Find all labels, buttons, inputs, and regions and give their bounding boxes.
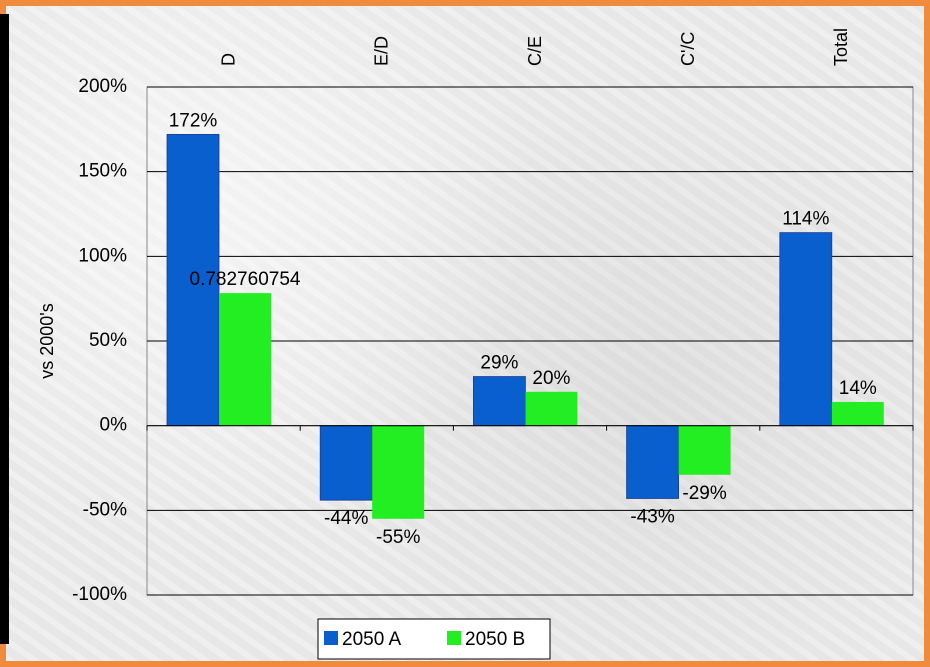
data-label: -43% xyxy=(630,506,674,527)
left-edge-bar xyxy=(0,14,9,644)
y-tick-label: -50% xyxy=(83,499,127,520)
data-label: -55% xyxy=(376,527,420,548)
bar xyxy=(626,425,679,499)
data-label: 172% xyxy=(169,110,218,131)
category-label: C'/C xyxy=(678,32,698,66)
category-label: D xyxy=(218,53,238,66)
y-tick-label: 0% xyxy=(100,415,128,436)
data-label: 20% xyxy=(532,368,570,389)
bar xyxy=(319,425,373,501)
bar xyxy=(525,391,578,426)
bar xyxy=(779,232,833,427)
legend-label-2050-b: 2050 B xyxy=(465,629,525,650)
y-tick-label: -100% xyxy=(72,584,127,605)
zero-axis xyxy=(146,425,914,431)
y-tick-label: 200% xyxy=(78,76,127,97)
bars xyxy=(166,134,884,519)
y-tick-label: 150% xyxy=(78,161,127,182)
bar xyxy=(678,425,731,475)
legend: 2050 A 2050 B xyxy=(317,618,551,660)
bar xyxy=(372,425,425,519)
data-labels: 172% 0.782760754 -44% -55% 29% 20% -43% -29% 114… xyxy=(169,110,877,547)
legend-swatch-2050-a xyxy=(324,631,338,645)
legend-swatch-2050-b xyxy=(447,631,461,645)
y-tick-label: 100% xyxy=(78,245,127,266)
data-label: -44% xyxy=(324,508,368,529)
y-tick-labels: 200% 150% 100% 50% 0% -50% -100% xyxy=(72,76,127,605)
y-axis-title: vs 2000's xyxy=(37,303,57,378)
category-labels: D E/D C/E C'/C Total xyxy=(218,28,851,66)
category-label: E/D xyxy=(372,36,392,66)
y-tick-label: 50% xyxy=(89,330,127,351)
category-label: C/E xyxy=(525,36,545,66)
legend-box xyxy=(317,618,551,660)
data-label: 29% xyxy=(480,353,518,374)
bar xyxy=(831,401,884,426)
data-label: -29% xyxy=(682,483,726,504)
bar xyxy=(219,293,271,426)
legend-label-2050-a: 2050 A xyxy=(342,629,401,650)
bar xyxy=(472,376,526,427)
bar xyxy=(166,134,220,427)
data-label: 14% xyxy=(839,378,877,399)
category-label: Total xyxy=(831,28,851,66)
data-label: 114% xyxy=(782,209,829,230)
data-label: 0.782760754 xyxy=(190,269,301,290)
